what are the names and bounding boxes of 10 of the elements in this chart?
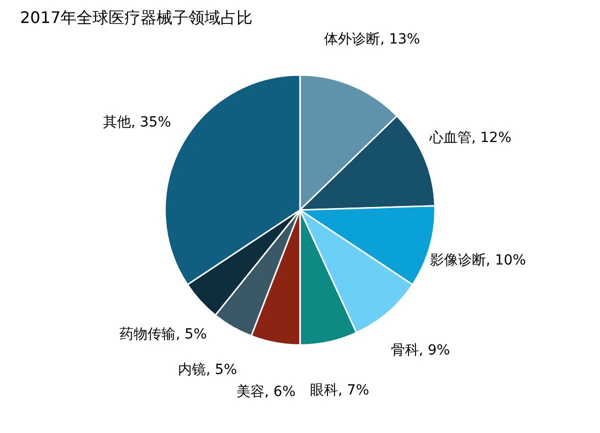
slice-label: 其他, 35% — [102, 114, 172, 130]
slice-label: 骨科, 9% — [390, 342, 450, 358]
slice-label: 心血管, 12% — [428, 130, 512, 146]
slice-label: 眼科, 7% — [310, 382, 370, 399]
slice-label: 药物传输, 5% — [120, 326, 207, 343]
chart-title: 2017年全球医疗器械子领域占比 — [20, 8, 253, 27]
slice-label: 体外诊断, 13% — [324, 32, 420, 48]
slice-label: 影像诊断, 10% — [430, 252, 526, 269]
slice-label: 内镜, 5% — [178, 362, 238, 378]
slice-label: 美容, 6% — [236, 384, 296, 400]
